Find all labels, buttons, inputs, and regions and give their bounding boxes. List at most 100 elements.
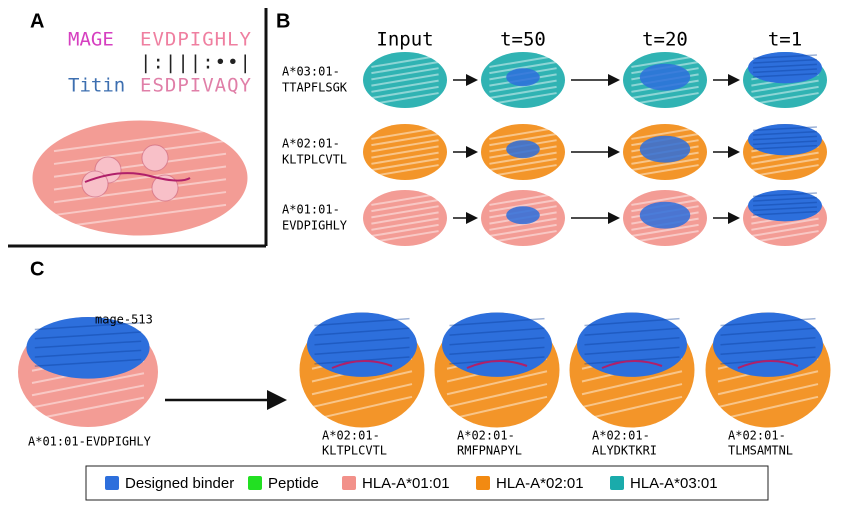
row-peptide: TTAPFLSGK — [282, 81, 348, 95]
strand — [53, 178, 227, 204]
target-sequence: ESDPIVAQY — [140, 75, 252, 97]
strand — [371, 79, 439, 93]
strand — [489, 230, 557, 244]
noise-cloud — [506, 68, 540, 87]
helix — [314, 337, 410, 346]
strand — [371, 230, 439, 244]
strand — [371, 132, 439, 147]
target-hla: A*02:01- — [592, 429, 650, 443]
helix — [753, 210, 817, 216]
helix — [34, 358, 142, 367]
protein-body — [32, 120, 248, 236]
strand — [489, 192, 557, 206]
strand — [489, 164, 557, 178]
strand — [581, 395, 683, 421]
strand — [31, 372, 145, 397]
strand — [489, 217, 557, 231]
noise-cloud — [506, 140, 540, 159]
strand — [489, 85, 557, 100]
protein — [623, 124, 707, 180]
peptide-trace — [601, 360, 663, 369]
strand — [53, 139, 227, 165]
target-name: Titin — [68, 75, 125, 97]
helix — [753, 140, 817, 146]
helix — [449, 346, 545, 356]
strand — [489, 223, 557, 238]
strand — [631, 223, 699, 238]
strand — [751, 92, 819, 106]
strand — [371, 198, 439, 213]
strand — [371, 67, 439, 81]
strand — [489, 151, 557, 165]
helix — [753, 54, 817, 60]
strand — [371, 145, 439, 159]
protein — [569, 312, 695, 428]
strand — [371, 211, 439, 225]
query-name: MAGE — [68, 29, 114, 51]
helix — [753, 126, 817, 132]
strand — [489, 54, 557, 68]
target-peptide: RMFPNAPYL — [457, 444, 522, 458]
helix — [720, 317, 816, 327]
helix — [584, 337, 680, 346]
legend-box — [85, 465, 769, 501]
strand — [53, 203, 227, 229]
row-peptide: KLTPLCVTL — [282, 153, 347, 167]
helix — [34, 322, 142, 331]
strand — [751, 85, 819, 100]
strand — [489, 60, 557, 75]
noise-cloud — [639, 135, 691, 163]
strand — [311, 383, 413, 409]
noise-cloud — [639, 201, 691, 229]
protein — [18, 317, 158, 427]
strand — [631, 92, 699, 106]
strand — [489, 198, 557, 213]
strand — [53, 127, 227, 153]
helix — [34, 340, 142, 349]
strand — [489, 79, 557, 93]
legend-label: HLA-A*03:01 — [630, 475, 718, 492]
strand — [751, 164, 819, 178]
strand — [631, 85, 699, 100]
strand — [717, 383, 819, 409]
panel-label: B — [276, 10, 290, 32]
target-peptide: ALYDKTKRI — [592, 444, 657, 458]
strand — [751, 79, 819, 93]
protein-body — [363, 52, 447, 108]
helix — [720, 337, 816, 346]
panel-label: A — [30, 10, 44, 32]
highlight — [141, 144, 169, 172]
helix — [753, 135, 817, 141]
helix — [584, 317, 680, 327]
strand — [631, 230, 699, 244]
helix — [753, 144, 817, 150]
strand — [631, 126, 699, 140]
column-header: t=1 — [768, 29, 802, 51]
binder — [748, 123, 822, 156]
helix — [753, 206, 817, 212]
helix — [753, 63, 817, 69]
legend-label: Peptide — [268, 475, 319, 492]
query-sequence: EVDPIGHLY — [140, 29, 252, 51]
strand — [371, 157, 439, 172]
peptide-trace — [737, 360, 799, 369]
binder-name: mage-513 — [95, 313, 153, 327]
source-label: A*01:01-EVDPIGHLY — [28, 435, 152, 449]
strand — [31, 396, 145, 421]
strand — [371, 54, 439, 68]
binder — [442, 312, 552, 377]
protein — [743, 123, 827, 180]
protein — [32, 120, 248, 236]
strand — [53, 191, 227, 217]
row-peptide: EVDPIGHLY — [282, 219, 348, 233]
helix — [753, 201, 817, 207]
strand — [489, 132, 557, 147]
peptide-trace — [331, 360, 393, 369]
protein — [481, 190, 565, 246]
helix — [314, 346, 410, 356]
binder — [577, 312, 687, 377]
protein-body — [363, 190, 447, 246]
panel-label: C — [30, 258, 44, 280]
helix — [720, 346, 816, 356]
